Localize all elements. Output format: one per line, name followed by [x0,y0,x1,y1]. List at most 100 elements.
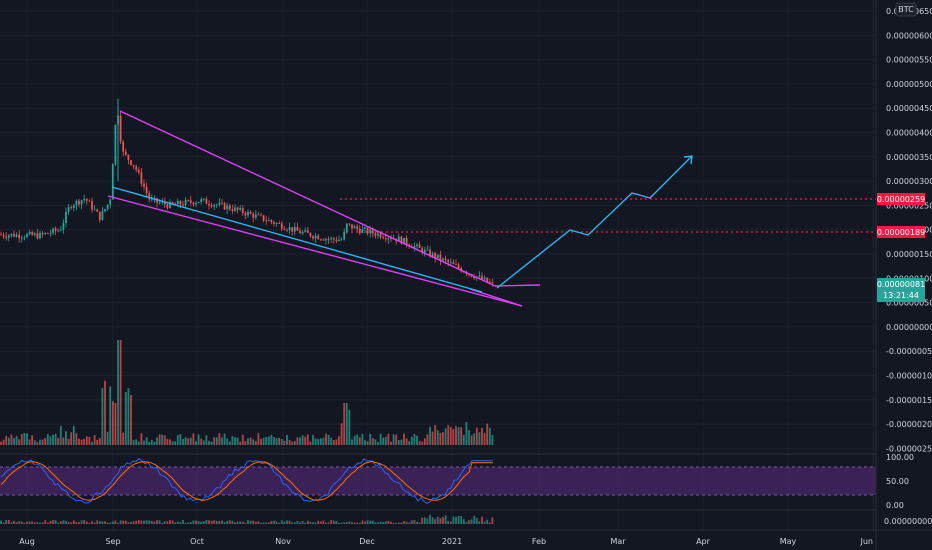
candle [91,197,93,213]
lower-histogram-bar [52,520,54,524]
candle-body [171,202,174,204]
candle [111,163,114,200]
lower-histogram-bar [322,520,325,524]
price-tag-level-high: 0.00000259 [877,193,925,205]
lower-histogram-bar [140,520,143,524]
lower-histogram-pane [0,514,494,524]
candle [65,207,67,228]
price-candles[interactable] [0,98,494,287]
volume-bar [75,433,78,445]
candle [247,209,249,218]
price-axis-label: -0.00000150 [886,396,932,405]
time-axis-label: Sep [105,537,120,546]
candle-body [286,229,288,231]
candle-body [364,227,366,229]
candle [304,227,307,233]
time-axis-label: Jun [860,537,874,546]
volume-bar [377,441,379,445]
volume-bar [150,439,153,445]
lower-histogram-bar [387,520,390,524]
lower-histogram-bar [197,521,200,524]
candle [145,182,148,198]
candle-body [452,262,455,265]
candle [345,223,348,234]
wedge-breakout-line[interactable] [494,284,541,287]
volume-bar [267,436,270,445]
projection-polyline[interactable] [496,155,693,289]
volume-bar [387,433,390,445]
candle [361,225,364,234]
currency-badge[interactable]: BTC [895,2,917,17]
candle [39,230,41,240]
candle-body [5,236,8,238]
candle-body [423,249,426,253]
volume-bar [197,434,200,445]
lower-histogram-bar [431,517,434,524]
volume-bar [13,437,15,445]
volume-bar [431,431,434,445]
volume-bar [468,430,470,445]
candle-body [158,202,161,204]
candle [62,219,65,234]
lower-histogram-bar [98,521,101,524]
candle-body [473,276,476,279]
candle [26,232,28,239]
lower-histogram-bar [192,520,195,524]
volume-bar [449,427,452,445]
lower-histogram-bar [145,520,148,524]
candle-body [109,199,112,205]
support-trendline[interactable] [111,186,483,293]
volume-bar [491,435,494,445]
lower-histogram-bar [319,521,322,524]
candle-body [351,224,353,229]
lower-histogram-bar [75,522,78,524]
price-tag-level-mid-text: 0.00000189 [877,228,925,237]
candle-body [416,244,418,246]
wedge-lower-inner-line[interactable] [469,288,523,307]
candle-body [122,141,125,152]
lower-histogram-bar [130,521,132,524]
lower-histogram-bar [254,521,257,524]
candle [351,224,353,231]
candle [455,259,457,266]
falling-wedge-drawing[interactable] [107,110,541,307]
candle [374,229,377,239]
lower-histogram-bar [257,521,260,524]
candle [421,246,424,256]
volume-bar [400,439,403,445]
time-scale[interactable]: Aug Sep Oct Nov Dec 2021 Feb Mar Apr May Jun [19,537,873,546]
wedge-upper-line[interactable] [119,110,496,287]
candle [130,159,132,166]
candle-body [296,226,299,231]
projection-path-drawing[interactable] [496,155,693,289]
lower-histogram-bar [213,520,216,524]
candle-body [413,246,416,248]
candle [478,271,481,279]
lower-histogram-bar [59,521,62,524]
lower-histogram-bar [195,520,197,524]
lower-histogram-bar [481,516,483,524]
volume-bar [231,436,234,445]
volume-bar [486,423,489,445]
candle [46,232,49,234]
currency-badge-label: BTC [898,5,914,14]
volume-bar [213,437,216,445]
candle-body [447,260,450,263]
lower-histogram-bar [244,522,247,524]
lower-histogram-bar [31,521,34,524]
wedge-lower-line[interactable] [107,195,523,307]
candle-body [330,238,333,240]
volume-bar [106,431,109,445]
candle [252,211,255,223]
volume-bar [384,437,387,445]
candle-body [301,231,304,234]
volume-bar [465,422,468,445]
volume-bar [444,428,447,445]
lower-histogram-bar [299,522,301,524]
candle [15,232,18,238]
lower-histogram-bar [143,520,145,524]
volume-bar [33,440,36,445]
lower-histogram-bar [358,522,361,524]
lower-histogram-bar [353,522,356,524]
